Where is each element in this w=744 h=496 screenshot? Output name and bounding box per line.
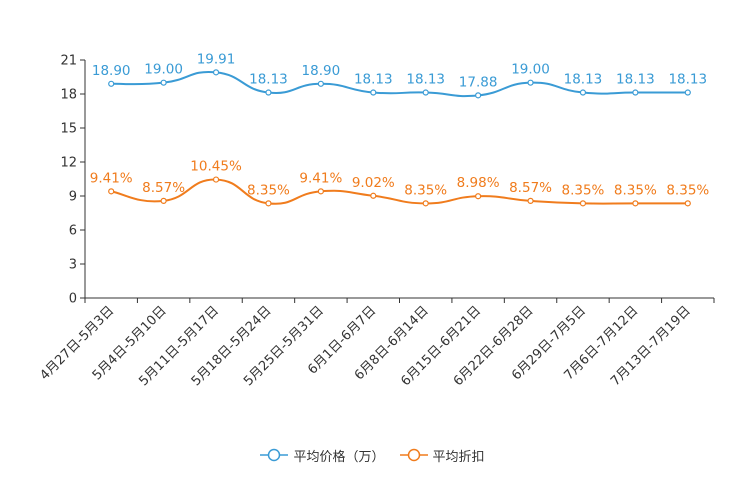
data-label: 9.02% (352, 175, 395, 191)
y-tick-label: 9 (69, 190, 77, 205)
series-discount: 9.41% 8.57% 10.45% 8.35% 9.41% 9.02% 8.35% 8.98… (90, 159, 709, 207)
data-point[interactable] (632, 200, 639, 207)
data-point[interactable] (527, 197, 534, 204)
data-point[interactable] (265, 200, 272, 207)
y-tick-label: 3 (69, 258, 77, 273)
data-point[interactable] (212, 176, 220, 183)
chart-legend: 平均价格（万） 平均折扣 (0, 443, 744, 467)
data-point[interactable] (265, 89, 272, 96)
data-point[interactable] (317, 80, 324, 87)
data-label: 10.45% (190, 159, 242, 175)
series-price: 18.90 19.00 19.91 18.13 18.90 18.13 18.13 17.88… (92, 51, 707, 99)
data-label: 18.90 (302, 63, 341, 79)
data-label: 8.35% (666, 182, 709, 198)
data-point[interactable] (684, 89, 691, 96)
data-point[interactable] (160, 79, 167, 86)
y-tick-label: 6 (69, 224, 77, 239)
data-label: 8.35% (404, 182, 447, 198)
legend-price-label: 平均价格（万） (293, 449, 385, 465)
legend-price-marker-icon (260, 448, 289, 462)
data-label: 8.35% (247, 182, 290, 198)
data-point[interactable] (475, 92, 482, 99)
y-tick-label: 15 (60, 122, 77, 137)
data-label: 19.00 (511, 62, 550, 78)
data-label: 8.57% (509, 180, 552, 196)
data-point[interactable] (422, 89, 429, 96)
data-point[interactable] (212, 69, 220, 76)
data-label: 8.35% (562, 182, 605, 198)
data-label: 9.41% (299, 170, 342, 186)
data-label: 18.13 (668, 72, 707, 88)
data-point[interactable] (370, 192, 377, 199)
data-label: 18.13 (564, 72, 603, 88)
data-point[interactable] (475, 193, 482, 200)
legend-item-discount[interactable]: 平均折扣 (399, 446, 485, 465)
y-tick-label: 12 (60, 156, 77, 171)
y-tick-label: 0 (69, 292, 77, 307)
data-point[interactable] (108, 80, 115, 87)
legend-item-price[interactable]: 平均价格（万） (259, 446, 385, 465)
data-point[interactable] (422, 200, 429, 207)
data-label: 19.91 (197, 51, 236, 67)
legend-discount-label: 平均折扣 (432, 449, 485, 465)
data-label: 8.98% (457, 175, 500, 191)
data-label: 8.57% (142, 180, 185, 196)
data-label: 18.13 (406, 72, 445, 88)
data-point[interactable] (684, 200, 691, 207)
data-label: 19.00 (144, 62, 183, 78)
data-point[interactable] (108, 188, 115, 195)
legend-discount-marker-icon (399, 448, 428, 462)
data-point[interactable] (632, 89, 639, 96)
data-point[interactable] (160, 197, 167, 204)
data-label: 18.90 (92, 63, 131, 79)
data-label: 8.35% (614, 182, 657, 198)
data-point[interactable] (579, 200, 587, 207)
data-label: 9.41% (90, 170, 133, 186)
data-label: 18.13 (354, 72, 393, 88)
data-point[interactable] (370, 89, 377, 96)
data-label: 17.88 (459, 74, 498, 90)
y-tick-label: 18 (60, 88, 77, 103)
data-label: 18.13 (249, 72, 288, 88)
data-point[interactable] (527, 79, 534, 86)
data-point[interactable] (317, 188, 324, 195)
y-tick-label: 21 (60, 54, 77, 69)
data-label: 18.13 (616, 72, 655, 88)
data-point[interactable] (579, 89, 587, 96)
